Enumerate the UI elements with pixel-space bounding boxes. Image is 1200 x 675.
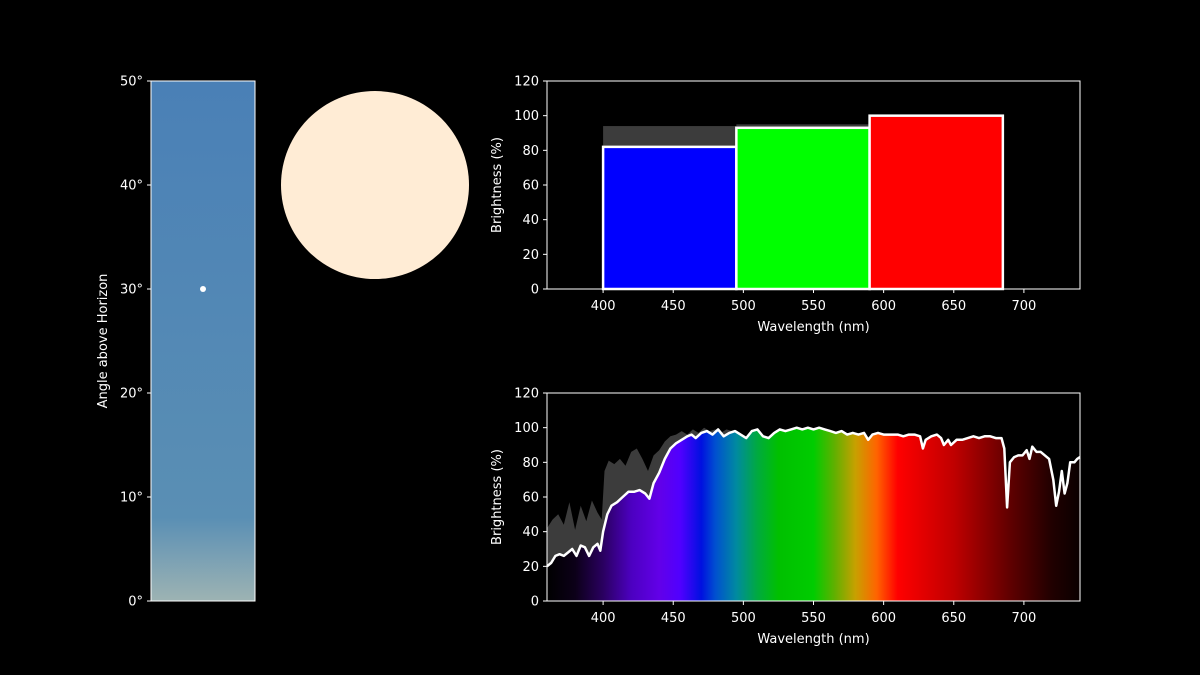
spectrum-x-ticks: 400 450 500 550 600 650 700 [591,601,1036,626]
spec-y-tick-label: 120 [514,387,539,402]
bar-x-tick-label: 700 [1011,299,1036,314]
sun-position-marker [200,286,206,292]
bar-y-axis-label: Brightness (%) [490,137,505,233]
bar-x-tick-label: 400 [591,299,616,314]
sky-angle-panel: 0° 10° 20° 30° 40° 50° Angle above Horizon [96,75,256,610]
bar-y-tick-label: 0 [531,283,539,298]
spec-x-tick-label: 550 [801,611,826,626]
sky-gradient-column [150,80,256,602]
spectrum-y-axis-label: Brightness (%) [490,449,505,545]
bar-y-tick-label: 20 [522,248,539,263]
bar-x-ticks: 400 450 500 550 600 650 700 [591,289,1036,314]
spec-x-tick-label: 500 [731,611,756,626]
spectrum-x-axis-label: Wavelength (nm) [757,632,869,647]
reference-spectrum-area [547,427,738,567]
rgb-bar-2 [868,114,1005,291]
spec-x-tick-label: 450 [661,611,686,626]
sky-y-tick-label: 30° [120,283,143,298]
spec-y-tick-label: 60 [522,491,539,506]
bar-x-tick-label: 450 [661,299,686,314]
bar-x-tick-label: 650 [941,299,966,314]
bar-x-tick-label: 600 [871,299,896,314]
sky-y-tick-label: 50° [120,75,143,90]
spec-x-tick-label: 650 [941,611,966,626]
spectrum-brightness-chart: 400 450 500 550 600 650 700 0 20 40 60 80 100 120 Wa… [490,387,1081,647]
spectrum-y-ticks: 0 20 40 60 80 100 120 [514,387,547,610]
spec-x-tick-label: 600 [871,611,896,626]
bar-y-tick-label: 80 [522,144,539,159]
rgb-bar-0 [601,145,738,291]
spec-x-tick-label: 700 [1011,611,1036,626]
bar-x-tick-label: 500 [731,299,756,314]
rgb-brightness-bar-chart: 400 450 500 550 600 650 700 0 20 40 60 80 100 120 Wa… [490,75,1081,335]
rgb-bars [601,114,1005,291]
spectrum-curve [546,426,1081,568]
bar-y-tick-label: 100 [514,109,539,124]
spec-y-tick-label: 40 [522,525,539,540]
sky-y-tick-label: 40° [120,179,143,194]
spec-y-tick-label: 0 [531,595,539,610]
bar-y-tick-label: 40 [522,213,539,228]
rgb-bar-1 [735,126,871,291]
sun-disc [281,91,469,279]
sky-y-tick-label: 0° [128,595,143,610]
bar-x-tick-label: 550 [801,299,826,314]
spec-x-tick-label: 400 [591,611,616,626]
spec-y-tick-label: 20 [522,560,539,575]
spec-y-tick-label: 80 [522,456,539,471]
sky-y-tick-label: 10° [120,491,143,506]
bar-x-axis-label: Wavelength (nm) [757,320,869,335]
spec-y-tick-label: 100 [514,421,539,436]
sky-y-axis-label: Angle above Horizon [96,274,111,409]
bar-y-tick-label: 60 [522,179,539,194]
sky-y-tick-label: 20° [120,387,143,402]
spectrum-color-fill [547,427,1080,601]
bar-y-tick-label: 120 [514,75,539,90]
bar-y-ticks: 0 20 40 60 80 100 120 [514,75,547,298]
sky-y-ticks: 0° 10° 20° 30° 40° 50° [120,75,151,610]
